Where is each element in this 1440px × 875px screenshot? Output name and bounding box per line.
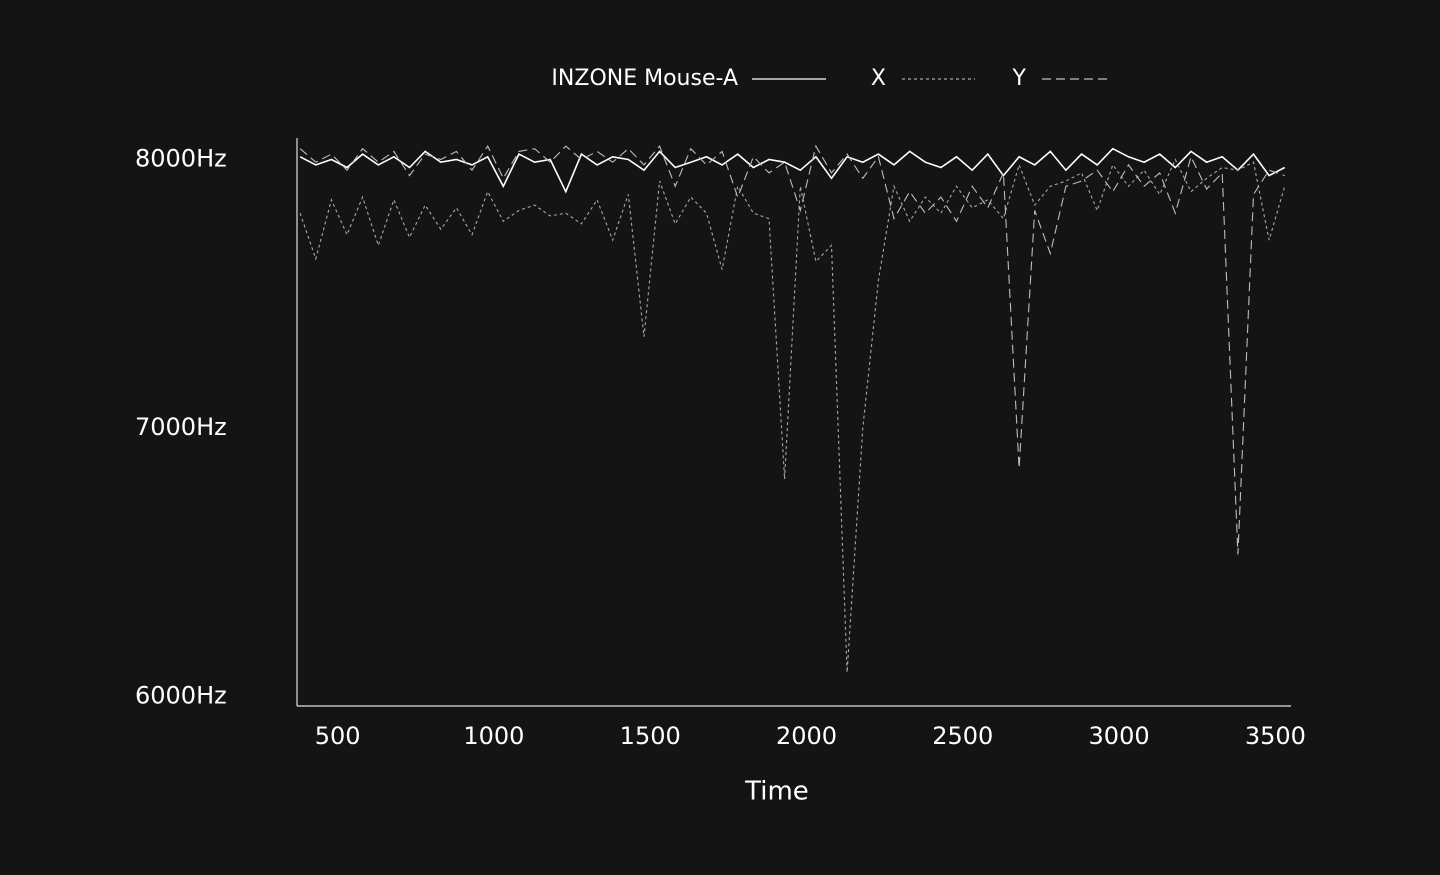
x-tick-label: 2500: [932, 722, 993, 750]
x-tick-label: 3000: [1089, 722, 1150, 750]
x-tick-label: 1500: [620, 722, 681, 750]
x-axis-label: Time: [744, 777, 809, 807]
legend-label: INZONE Mouse-A: [551, 66, 738, 91]
x-tick-label: 1000: [463, 722, 524, 750]
series-line: [299, 147, 1286, 194]
y-tick-label: 7000Hz: [135, 413, 227, 441]
y-tick-label: 8000Hz: [135, 144, 227, 172]
legend-label: Y: [1012, 66, 1027, 91]
series-line: [299, 158, 1286, 673]
series-line: [299, 144, 1285, 555]
y-tick-label: 6000Hz: [135, 682, 227, 710]
x-tick-label: 500: [315, 722, 361, 750]
legend-label: X: [871, 66, 886, 91]
x-tick-label: 3500: [1245, 722, 1306, 750]
x-tick-label: 2000: [776, 722, 837, 750]
